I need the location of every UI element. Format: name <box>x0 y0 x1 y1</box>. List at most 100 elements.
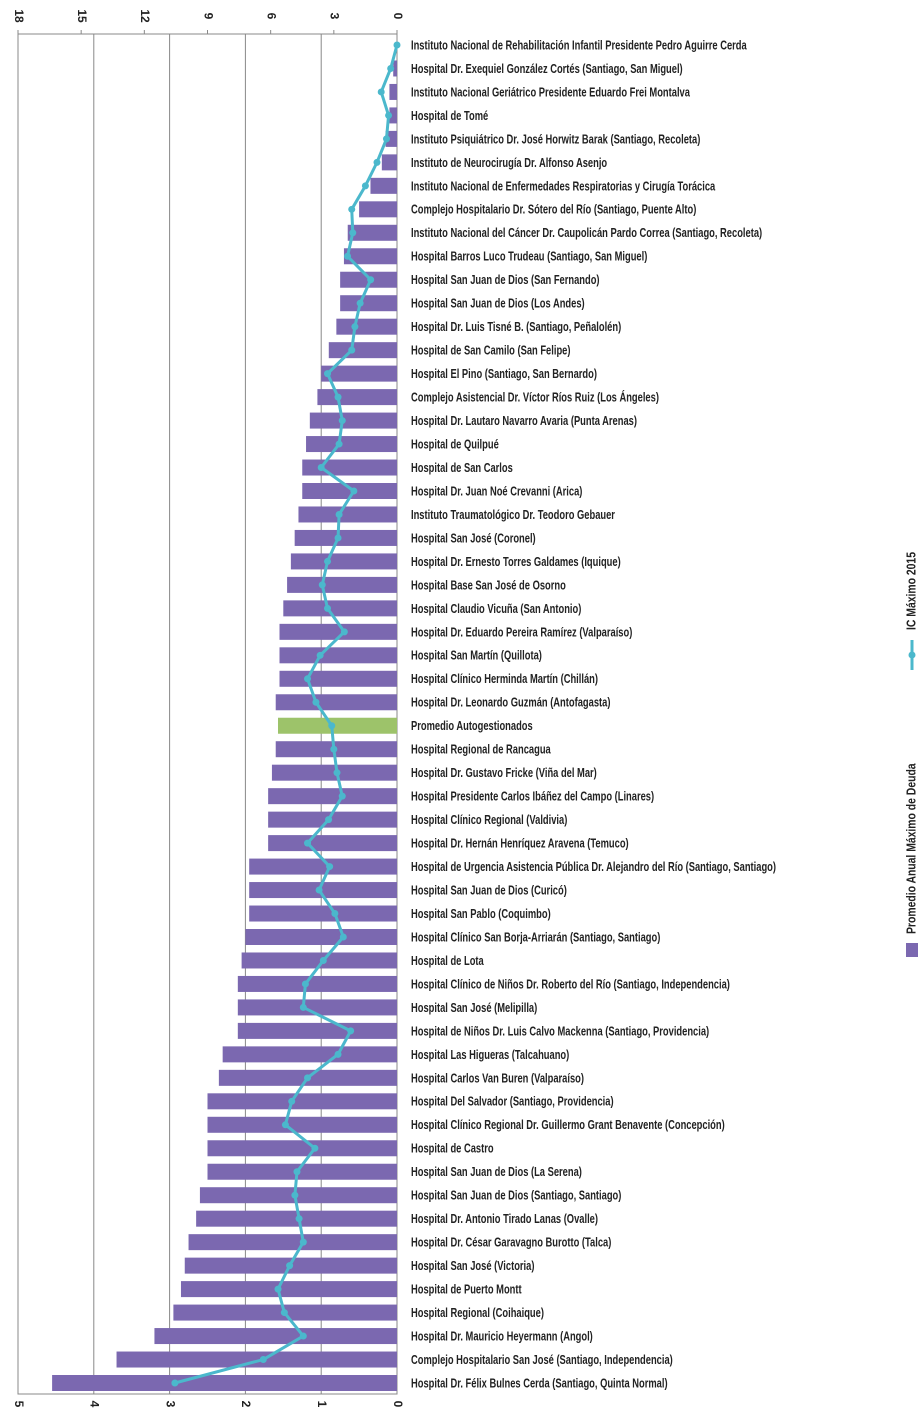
bar <box>290 553 397 570</box>
x-tick-label: 2 <box>239 1401 253 1408</box>
category-label: Instituto Traumatológico Dr. Teodoro Geb… <box>411 509 615 523</box>
bar <box>389 83 397 100</box>
category-label: Hospital Dr. César Garavagno Burotto (Ta… <box>411 1236 612 1250</box>
category-label: Hospital San Juan de Dios (La Serena) <box>411 1166 582 1180</box>
x2-tick-label: 12 <box>138 9 152 23</box>
category-label: Hospital El Pino (Santiago, San Bernardo… <box>411 368 597 382</box>
bar <box>207 1116 397 1133</box>
line-point <box>288 1097 296 1105</box>
bar <box>275 694 397 711</box>
category-label: Hospital Dr. Juan Noé Crevanni (Arica) <box>411 485 583 499</box>
line-point <box>304 675 312 683</box>
line-point <box>344 252 352 260</box>
line-point <box>316 651 324 659</box>
line-point <box>338 792 346 800</box>
line-point <box>351 323 359 331</box>
category-label: Hospital de San Carlos <box>411 462 513 476</box>
line-point <box>315 886 323 894</box>
category-label: Hospital Clínico Regional (Valdivia) <box>411 814 568 828</box>
category-label: Complejo Hospitalario San José (Santiago… <box>411 1354 673 1368</box>
line-point <box>328 722 336 730</box>
bar <box>268 788 397 805</box>
category-label: Hospital Las Higueras (Talcahuano) <box>411 1048 569 1062</box>
x2-tick-label: 15 <box>75 9 89 23</box>
bar <box>328 342 397 359</box>
bar <box>154 1328 397 1345</box>
x-tick-label: 5 <box>12 1401 26 1408</box>
legend-swatch <box>906 943 918 957</box>
legend-label: IC Máximo 2015 <box>904 552 918 630</box>
line <box>174 44 399 1385</box>
bar <box>268 835 397 852</box>
category-label: Hospital de San Camilo (San Felipe) <box>411 344 571 358</box>
category-label: Hospital de Puerto Montt <box>411 1283 522 1297</box>
line-point <box>387 64 395 72</box>
category-label: Hospital de Castro <box>411 1142 494 1156</box>
line-point <box>317 464 325 472</box>
bar <box>317 389 397 406</box>
bar <box>389 107 397 124</box>
bar <box>180 1281 397 1298</box>
bar <box>268 811 397 828</box>
line-point <box>335 510 343 518</box>
line-point <box>280 1309 288 1317</box>
bar <box>277 717 397 734</box>
line-point <box>373 158 381 166</box>
bar <box>309 412 397 429</box>
bar <box>347 224 397 241</box>
legend-point <box>908 651 916 659</box>
category-label: Hospital Presidente Carlos Ibáñez del Ca… <box>411 790 654 804</box>
line-point <box>334 393 342 401</box>
category-label: Hospital Del Salvador (Santiago, Provide… <box>411 1095 614 1109</box>
category-label: Hospital de Niños Dr. Luis Calvo Mackenn… <box>411 1025 709 1039</box>
line-point <box>295 1215 303 1223</box>
category-label: Hospital Dr. Hernán Henríquez Aravena (T… <box>411 837 629 851</box>
line-point <box>259 1356 267 1364</box>
bar <box>207 1163 397 1180</box>
bar <box>207 1093 397 1110</box>
category-label: Hospital Clínico Regional Dr. Guillermo … <box>411 1119 725 1133</box>
bar <box>283 600 397 617</box>
line-point <box>347 1027 355 1035</box>
line-point <box>311 1144 319 1152</box>
line-point <box>385 111 393 119</box>
line-point <box>324 557 332 565</box>
category-label: Hospital Dr. Eduardo Pereira Ramírez (Va… <box>411 626 633 640</box>
category-label: Hospital Dr. Luis Tisné B. (Santiago, Pe… <box>411 321 621 335</box>
bar <box>370 177 397 194</box>
line-point <box>324 370 332 378</box>
line-point <box>312 698 320 706</box>
bar <box>287 576 397 593</box>
category-label: Hospital Dr. Mauricio Heyermann (Angol) <box>411 1330 593 1344</box>
category-label: Hospital de Lota <box>411 955 484 969</box>
category-label: Hospital Barros Luco Trudeau (Santiago, … <box>411 250 648 264</box>
category-label: Complejo Asistencial Dr. Víctor Ríos Rui… <box>411 390 659 405</box>
x2-tick-label: 3 <box>328 13 342 20</box>
line-point <box>377 88 385 96</box>
line-point <box>299 1332 307 1340</box>
line-point <box>334 534 342 542</box>
line-point <box>274 1285 282 1293</box>
category-label: Hospital San Juan de Dios (Santiago, San… <box>411 1189 622 1203</box>
bar <box>336 318 397 335</box>
bar <box>359 201 397 218</box>
category-label: Hospital Dr. Gustavo Fricke (Viña del Ma… <box>411 767 597 781</box>
category-label: Hospital San José (Coronel) <box>411 532 536 546</box>
bar <box>279 647 397 664</box>
category-label: Hospital Dr. Leonardo Guzmán (Antofagast… <box>411 696 611 710</box>
line-point <box>393 41 401 49</box>
line-point <box>350 487 358 495</box>
line-point <box>339 933 347 941</box>
category-label: Complejo Hospitalario Dr. Sótero del Río… <box>411 203 696 217</box>
line-point <box>286 1262 294 1270</box>
bar <box>321 365 397 382</box>
line-point <box>340 628 348 636</box>
x-tick-label: 4 <box>88 1401 102 1408</box>
x2-tick-label: 0 <box>391 13 405 20</box>
category-label: Hospital Regional de Rancagua <box>411 743 551 757</box>
category-label: Hospital Dr. Lautaro Navarro Avaria (Pun… <box>411 415 637 429</box>
line-point <box>367 276 375 284</box>
bar <box>298 506 397 523</box>
line-point <box>325 816 333 824</box>
bar <box>279 623 397 640</box>
